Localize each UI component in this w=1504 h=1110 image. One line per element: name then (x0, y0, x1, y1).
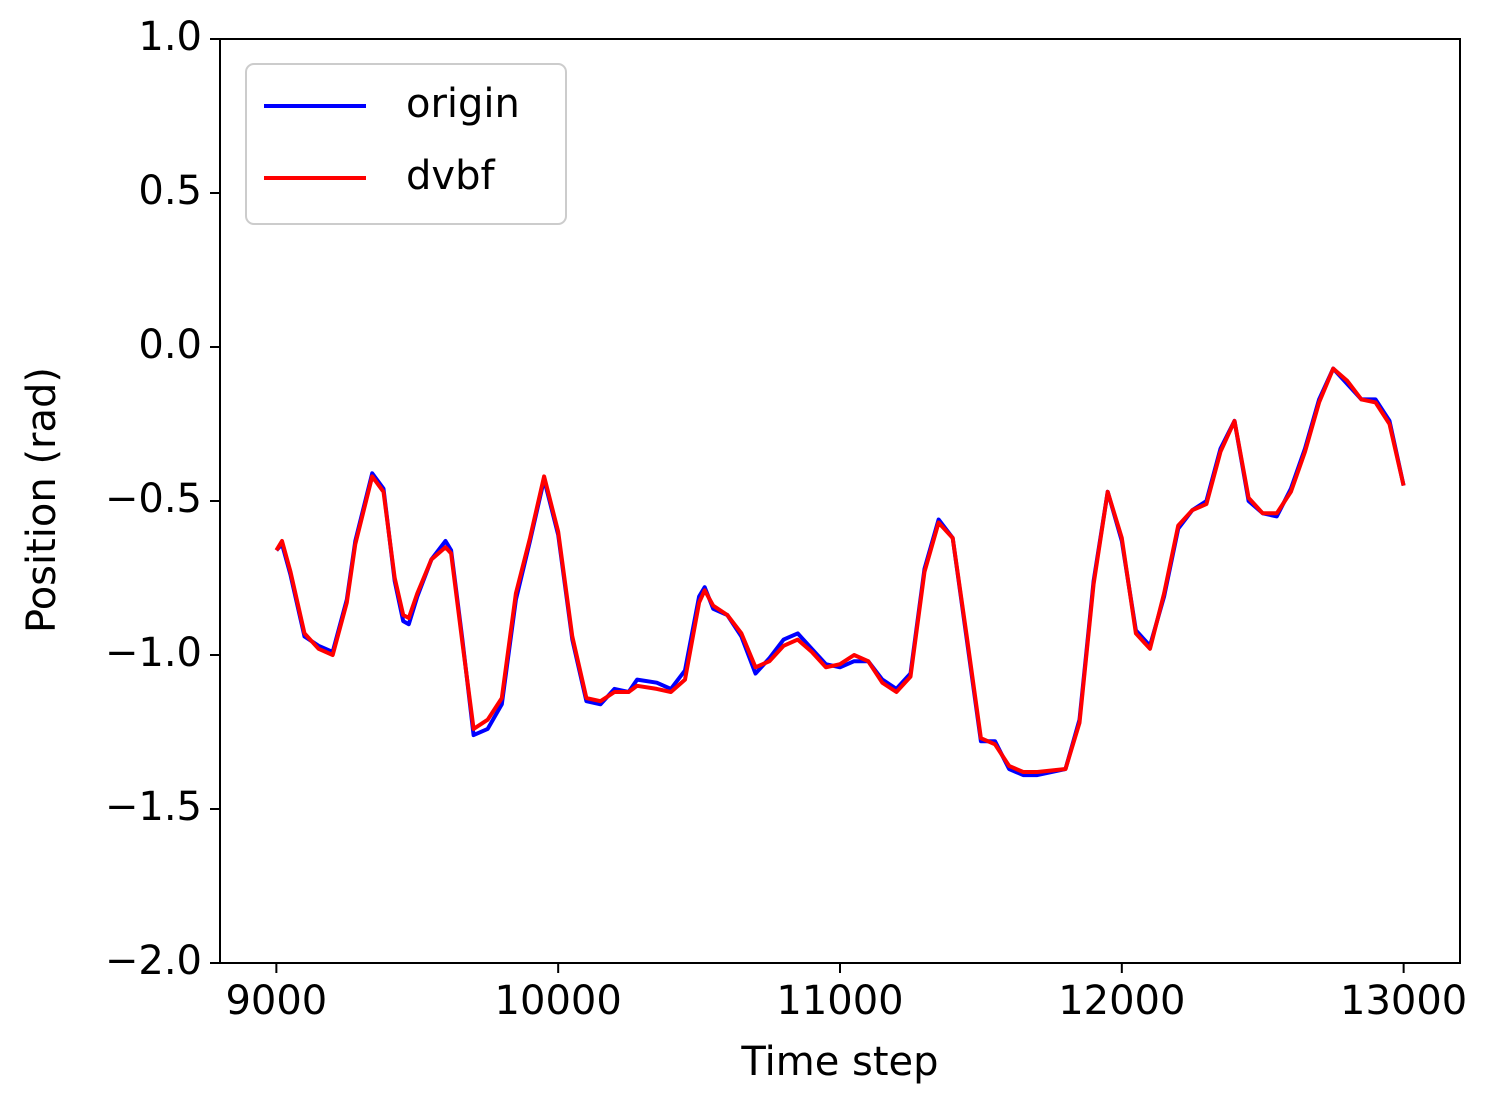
line-series (274, 366, 1406, 774)
x-tick-label: 12000 (1058, 978, 1185, 1024)
legend-label: origin (406, 81, 520, 127)
x-tick-label: 13000 (1340, 978, 1467, 1024)
x-tick-label: 11000 (776, 978, 903, 1024)
y-tick-label: 0.0 (138, 322, 202, 368)
y-axis-label: Position (rad) (19, 367, 65, 633)
y-tick-label: −2.0 (105, 938, 202, 984)
y-tick-label: 0.5 (138, 168, 202, 214)
y-tick-label: −0.5 (105, 476, 202, 522)
x-tick-label: 9000 (225, 978, 327, 1024)
x-axis-label: Time step (740, 1039, 938, 1085)
y-tick-label: −1.0 (105, 630, 202, 676)
plot-frame (219, 38, 1461, 964)
y-tick-label: 1.0 (138, 14, 202, 60)
x-tick-label: 10000 (495, 978, 622, 1024)
y-tick-label: −1.5 (105, 784, 202, 830)
legend-label: dvbf (406, 153, 495, 199)
